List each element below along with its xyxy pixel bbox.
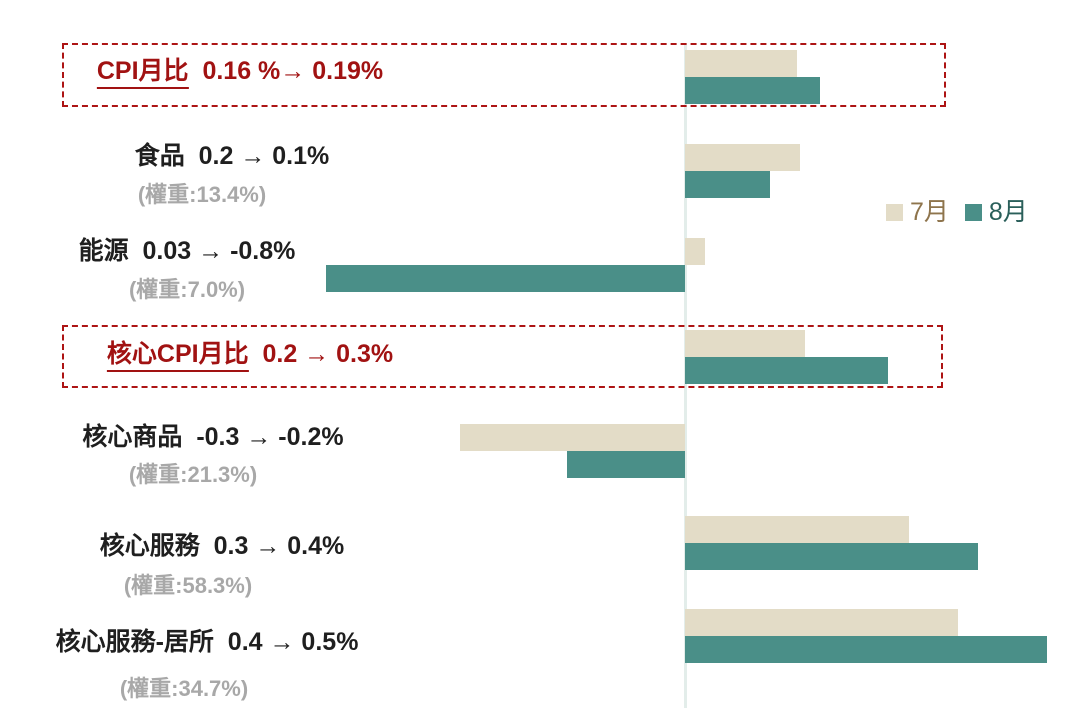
row-label-values: 0.03 → -0.8% xyxy=(128,237,296,265)
legend-aug-label: 8月 xyxy=(988,198,1028,226)
bar-jul xyxy=(685,238,705,265)
row-label: 核心CPI月比 0.2 → 0.3% xyxy=(106,340,394,372)
bar-aug xyxy=(685,357,888,384)
row-label-values: 0.16 %→ 0.19% xyxy=(188,57,384,85)
highlight-box xyxy=(62,325,943,388)
bar-jul xyxy=(685,516,909,543)
row-label: 能源 0.03 → -0.8% xyxy=(79,237,296,266)
bar-aug xyxy=(567,451,685,478)
row-weight: (權重:34.7%) xyxy=(119,676,249,701)
bar-jul xyxy=(460,424,685,451)
legend-jul-swatch xyxy=(886,204,903,221)
bar-aug xyxy=(685,543,978,570)
row-label-name: 核心商品 xyxy=(82,423,183,451)
row-label: 食品 0.2 → 0.1% xyxy=(135,142,330,171)
row-label-values: 0.2 → 0.3% xyxy=(248,340,394,368)
row-label: 核心服務 0.3 → 0.4% xyxy=(100,532,345,561)
row-weight: (權重:21.3%) xyxy=(128,462,258,487)
bar-jul xyxy=(685,330,805,357)
row-label-name: 食品 xyxy=(134,142,185,170)
bar-jul xyxy=(685,144,800,171)
legend-aug-swatch xyxy=(964,204,982,221)
bar-aug xyxy=(685,171,770,198)
row-label-values: 0.2 → 0.1% xyxy=(184,142,330,170)
row-label: 核心服務-居所 0.4 → 0.5% xyxy=(56,628,359,657)
legend-jul-label: 7月 xyxy=(910,198,949,226)
row-label-name: 核心服務-居所 xyxy=(55,628,214,656)
row-label-values: 0.4 → 0.5% xyxy=(213,628,359,656)
bar-aug xyxy=(326,265,685,292)
row-label: CPI月比 0.16 %→ 0.19% xyxy=(96,57,384,89)
row-label-name: 核心服務 xyxy=(99,532,200,560)
highlight-box xyxy=(62,43,946,107)
bar-jul xyxy=(685,50,797,77)
bar-jul xyxy=(685,609,958,636)
bar-aug xyxy=(685,636,1047,663)
legend: 7月 8月 xyxy=(886,200,1028,225)
row-label-values: 0.3 → 0.4% xyxy=(199,532,345,560)
row-weight: (權重:58.3%) xyxy=(123,573,253,598)
row-label: 核心商品 -0.3 → -0.2% xyxy=(82,423,343,452)
row-label-name: CPI月比 xyxy=(96,57,189,89)
row-label-values: -0.3 → -0.2% xyxy=(182,423,344,451)
row-label-name: 核心CPI月比 xyxy=(106,340,249,372)
bar-aug xyxy=(685,77,820,104)
row-weight: (權重:7.0%) xyxy=(128,277,246,302)
row-weight: (權重:13.4%) xyxy=(137,182,267,207)
row-label-name: 能源 xyxy=(78,237,129,265)
